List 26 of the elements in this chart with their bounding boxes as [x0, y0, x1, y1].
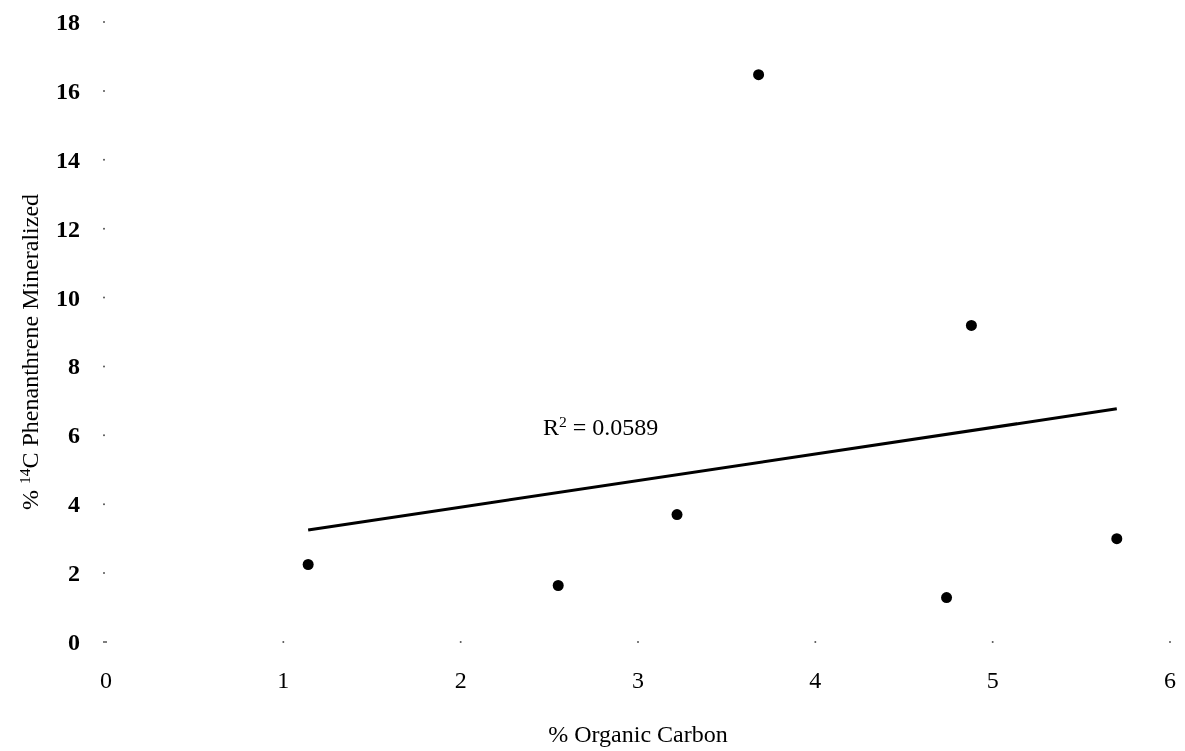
point: [941, 592, 953, 604]
x-tick-label: 1: [277, 667, 290, 693]
point: [753, 69, 765, 81]
point: [671, 509, 683, 521]
x-tick-label: 6: [1164, 667, 1176, 693]
x-tick-label: 4: [809, 667, 822, 693]
y-tick-label: 12: [56, 215, 80, 242]
y-tick-label: 10: [56, 284, 80, 311]
x-tick-label: 2: [454, 667, 467, 693]
y-tick-label: 18: [56, 9, 80, 35]
y-tick-label: 0: [68, 629, 80, 655]
y-tick-label: 2: [68, 560, 80, 587]
y-tick-label: 8: [68, 353, 80, 380]
y-tick-label: 14: [56, 146, 80, 173]
point: [302, 559, 314, 570]
point: [965, 319, 977, 331]
x-axis-title: % Organic Carbon: [548, 721, 728, 747]
point: [552, 580, 564, 592]
x-tick-label: 0: [100, 667, 112, 693]
y-tick-label: 16: [56, 77, 80, 104]
y-tick-label: 4: [68, 491, 80, 518]
x-tick-label: 5: [986, 667, 999, 693]
y-tick-label: 6: [68, 422, 80, 449]
point: [1111, 533, 1123, 545]
annotation: R$^{2}$ = 0.0589: [543, 412, 659, 440]
x-tick-label: 3: [632, 667, 644, 693]
